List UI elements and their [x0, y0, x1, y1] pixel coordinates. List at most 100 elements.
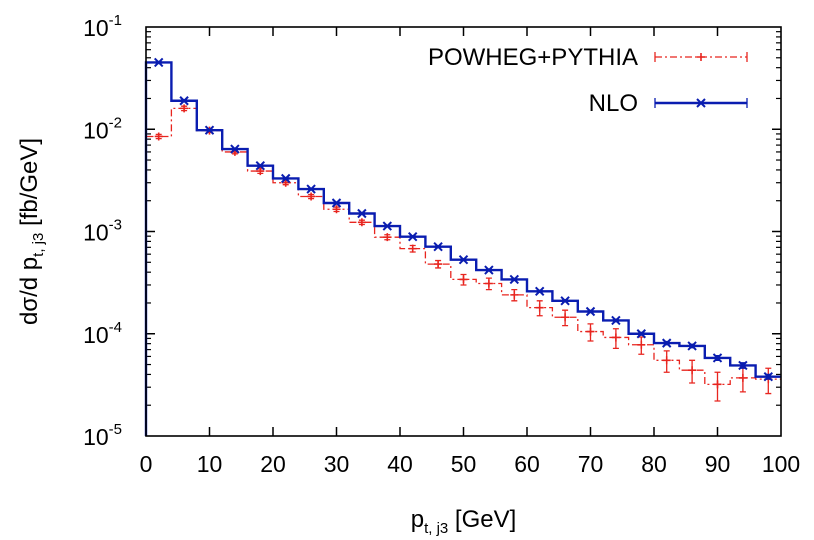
- legend-error-caps: [654, 52, 748, 62]
- data-point: [637, 340, 646, 349]
- data-point: [434, 260, 443, 269]
- y-tick-exponent: -2: [109, 114, 122, 131]
- x-tick-label: 60: [514, 451, 540, 477]
- legend-entry: NLO: [589, 90, 748, 117]
- legend: POWHEG+PYTHIA NLO: [428, 44, 748, 117]
- data-point: [357, 218, 366, 227]
- data-point: [331, 198, 342, 208]
- data-point: [280, 173, 291, 184]
- legend-label: POWHEG+PYTHIA: [428, 44, 638, 71]
- data-point: [459, 275, 468, 284]
- x-tick-label: 40: [387, 451, 413, 477]
- data-point: [535, 303, 544, 312]
- y-axis-title-base: dσ/d p: [16, 257, 43, 325]
- data-point: [611, 315, 621, 326]
- data-point: [738, 373, 747, 382]
- y-tick-label: 10-1: [83, 12, 122, 41]
- data-point: [763, 372, 774, 382]
- data-point: [696, 98, 706, 108]
- data-point: [179, 96, 189, 106]
- x-tick-label: 20: [260, 451, 286, 477]
- series-step-line: [144, 61, 781, 436]
- data-point: [585, 306, 596, 317]
- x-tick-label: 10: [197, 451, 223, 477]
- y-tick-exponent: -3: [109, 217, 122, 234]
- x-tick-label: 90: [705, 451, 731, 477]
- data-point: [307, 192, 316, 201]
- data-point: [586, 327, 595, 336]
- y-axis-title-sub: t, j3: [30, 233, 47, 257]
- y-tick-base: 10: [83, 322, 109, 348]
- data-point: [509, 274, 520, 285]
- y-tick-exponent: -4: [109, 319, 122, 336]
- plot-series: [144, 57, 781, 436]
- y-axis-title: dσ/d pt, j3 [fb/GeV]: [16, 138, 47, 325]
- legend-error-caps: [654, 98, 748, 108]
- legend-entry: POWHEG+PYTHIA: [428, 44, 748, 71]
- data-point: [611, 333, 620, 342]
- data-point: [458, 254, 469, 265]
- legend-label: NLO: [589, 90, 638, 117]
- axis-labels: pt, j3 [GeV]dσ/d pt, j3 [fb/GeV]: [16, 138, 516, 537]
- y-tick-label: 10-3: [83, 217, 122, 246]
- y-tick-exponent: -5: [109, 421, 122, 438]
- data-point: [688, 366, 697, 375]
- y-tick-base: 10: [83, 117, 109, 143]
- data-point: [484, 265, 494, 275]
- data-point: [510, 290, 519, 299]
- x-tick-label: 70: [578, 451, 604, 477]
- axes: 0 10 20 30 40 50 60 70 80 90 10010-510-410-310-210…: [83, 12, 800, 477]
- y-tick-label: 10-2: [83, 114, 122, 143]
- x-tick-label: 80: [641, 451, 667, 477]
- data-point: [153, 57, 164, 68]
- plot-frame: [145, 26, 782, 437]
- x-tick-label: 50: [451, 451, 477, 477]
- data-point: [332, 205, 341, 214]
- data-point: [661, 338, 672, 348]
- data-point: [230, 144, 240, 154]
- data-point: [408, 244, 417, 253]
- data-point: [697, 53, 705, 61]
- x-tick-label: 30: [324, 451, 350, 477]
- series-nlo: [144, 57, 781, 436]
- data-point: [662, 356, 671, 365]
- data-point: [534, 286, 545, 297]
- data-point: [281, 178, 290, 187]
- y-tick-base: 10: [83, 424, 109, 450]
- data-point: [636, 329, 647, 339]
- data-point: [256, 167, 265, 176]
- plot-border: [145, 26, 782, 437]
- y-tick-exponent: -1: [109, 12, 122, 29]
- x-tick-label: 0: [140, 451, 153, 477]
- series-powheg-pythia: [145, 104, 781, 436]
- x-axis-title: pt, j3 [GeV]: [411, 506, 517, 537]
- data-point: [560, 296, 570, 306]
- y-axis-title-unit: [fb/GeV]: [16, 138, 43, 233]
- y-tick-base: 10: [83, 15, 109, 41]
- data-point: [357, 208, 367, 219]
- data-point: [180, 104, 189, 113]
- data-point: [713, 380, 722, 389]
- y-tick-label: 10-5: [83, 421, 122, 450]
- y-tick-label: 10-4: [83, 319, 122, 348]
- data-point: [255, 160, 266, 171]
- data-point: [484, 279, 493, 288]
- x-axis-title-unit: [GeV]: [448, 506, 516, 533]
- y-tick-base: 10: [83, 220, 109, 246]
- data-point: [712, 353, 723, 363]
- x-axis-title-base: p: [411, 506, 424, 533]
- data-point: [383, 233, 392, 242]
- data-point: [154, 132, 163, 141]
- data-point: [407, 231, 418, 242]
- data-point: [306, 184, 316, 194]
- data-point: [738, 360, 748, 371]
- data-point: [433, 242, 443, 252]
- data-point: [561, 313, 570, 322]
- data-point: [204, 125, 215, 135]
- x-tick-label: 100: [762, 451, 800, 477]
- data-point: [687, 341, 697, 351]
- data-point: [382, 221, 393, 231]
- series-step-line: [145, 107, 781, 436]
- x-axis-title-sub: t, j3: [424, 520, 448, 537]
